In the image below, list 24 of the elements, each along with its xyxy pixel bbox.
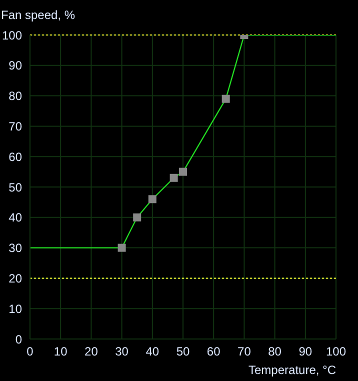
x-tick-label: 0: [26, 344, 34, 359]
x-tick-label: 20: [84, 344, 98, 359]
x-tick-label: 90: [298, 344, 312, 359]
y-axis-title: Fan speed, %: [1, 8, 76, 22]
x-tick-label: 70: [238, 344, 252, 359]
y-tick-label: 40: [8, 210, 22, 225]
x-tick-label: 40: [146, 344, 160, 359]
x-tick-label: 30: [115, 344, 129, 359]
y-tick-label: 60: [8, 150, 22, 164]
x-axis-title: Temperature, °C: [248, 363, 336, 377]
y-tick-label: 80: [8, 89, 22, 104]
y-tick-label: 70: [8, 119, 22, 134]
y-tick-label: 100: [2, 28, 22, 42]
y-tick-label: 0: [15, 332, 22, 346]
x-tick-label: 100: [326, 344, 346, 359]
x-tick-label: 60: [206, 344, 221, 359]
x-tick-label: 50: [176, 344, 190, 359]
y-tick-label: 90: [8, 58, 22, 73]
x-tick-label: 10: [54, 344, 68, 359]
y-tick-label: 50: [8, 180, 22, 194]
x-tick-label: 80: [268, 344, 282, 359]
y-tick-label: 10: [8, 302, 22, 316]
y-tick-label: 30: [8, 241, 22, 256]
y-tick-label: 20: [8, 271, 22, 286]
